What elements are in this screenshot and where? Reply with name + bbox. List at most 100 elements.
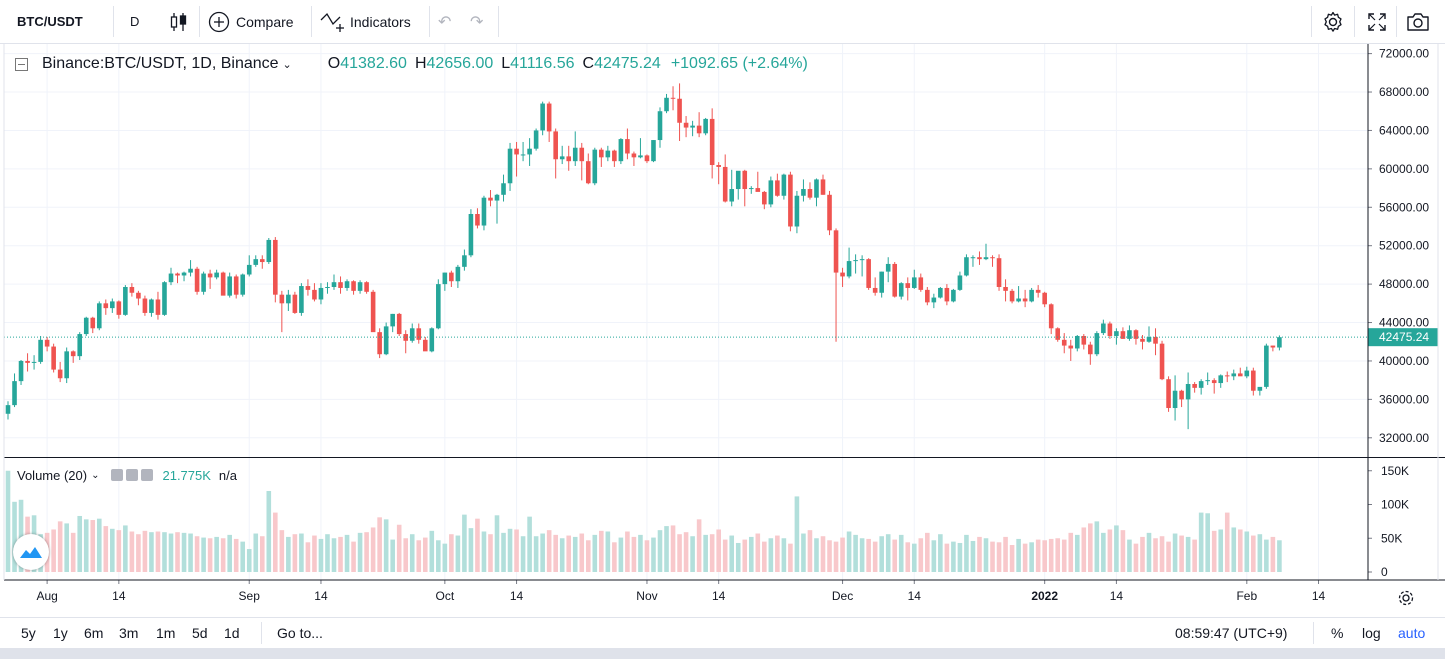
- candle-body: [677, 99, 682, 123]
- compare-button[interactable]: Compare: [208, 0, 294, 43]
- volume-bar: [6, 471, 11, 572]
- volume-bar: [201, 538, 206, 572]
- chevron-down-icon[interactable]: ⌄: [283, 58, 292, 71]
- candle-body: [619, 139, 624, 161]
- price-tick-label: 56000.00: [1379, 200, 1429, 214]
- settings-button[interactable]: [1320, 0, 1346, 43]
- candle-body: [351, 281, 356, 291]
- volume-bar: [364, 532, 369, 572]
- volume-bar: [997, 542, 1002, 572]
- candle-body: [227, 276, 232, 295]
- volume-bar: [625, 532, 630, 573]
- volume-bar: [475, 519, 480, 572]
- volume-ma-value: n/a: [219, 468, 237, 483]
- redo-button[interactable]: ↷: [470, 0, 483, 43]
- candle-body: [723, 167, 728, 202]
- volume-bar: [1082, 527, 1087, 572]
- volume-bar: [514, 529, 519, 572]
- candle-body: [325, 287, 330, 288]
- candle-body: [45, 340, 50, 347]
- candle-body: [1225, 375, 1230, 376]
- close-icon[interactable]: [141, 469, 153, 481]
- volume-bar: [1127, 540, 1132, 572]
- time-tick-label: 14: [314, 589, 328, 603]
- toolbar-divider: [498, 6, 499, 37]
- volume-bar: [821, 536, 826, 572]
- fullscreen-button[interactable]: [1364, 0, 1390, 43]
- legend-title[interactable]: Binance:BTC/USDT, 1D, Binance: [42, 55, 279, 73]
- chevron-down-icon[interactable]: ⌄: [91, 470, 99, 481]
- eye-icon[interactable]: [111, 469, 123, 481]
- candle-body: [899, 283, 904, 296]
- candle-body: [958, 275, 963, 289]
- chart-type-button[interactable]: [168, 0, 190, 43]
- gear-icon-hub: [1403, 595, 1409, 601]
- symbol-search-button[interactable]: BTC/USDT: [17, 0, 83, 43]
- candle-body: [879, 272, 884, 293]
- candle-body: [1173, 391, 1178, 408]
- volume-bar: [606, 532, 611, 573]
- range-1d-button[interactable]: 1d: [224, 625, 240, 641]
- tradingview-logo[interactable]: [13, 534, 49, 570]
- volume-bar: [945, 544, 950, 572]
- candle-body: [905, 283, 910, 288]
- range-5d-button[interactable]: 5d: [192, 625, 208, 641]
- volume-bar: [169, 534, 174, 572]
- candle-body: [1114, 331, 1119, 336]
- volume-bar: [1003, 537, 1008, 572]
- time-tick-label: 14: [1312, 589, 1326, 603]
- snapshot-button[interactable]: [1405, 0, 1431, 43]
- candle-body: [6, 405, 11, 414]
- volume-bar: [527, 517, 532, 572]
- volume-bar: [1075, 535, 1080, 572]
- clock-timezone-button[interactable]: 08:59:47 (UTC+9): [1175, 625, 1287, 641]
- range-3m-button[interactable]: 3m: [119, 625, 138, 641]
- candle-body: [188, 269, 193, 273]
- volume-bar: [104, 526, 109, 572]
- toolbar-divider: [199, 6, 200, 37]
- volume-bar: [762, 542, 767, 572]
- interval-button[interactable]: D: [130, 0, 139, 43]
- goto-button[interactable]: Go to...: [277, 625, 323, 641]
- candle-body: [136, 293, 141, 299]
- candle-body: [782, 175, 787, 196]
- volume-bar: [990, 542, 995, 572]
- indicators-icon: [320, 12, 344, 32]
- log-scale-button[interactable]: log: [1362, 625, 1381, 641]
- candle-body: [12, 381, 17, 405]
- collapse-legend-button[interactable]: [15, 58, 28, 71]
- candle-body: [553, 131, 558, 159]
- volume-bar: [182, 533, 187, 572]
- range-1m-button[interactable]: 1m: [156, 625, 175, 641]
- candle-body: [1095, 333, 1100, 354]
- indicators-button[interactable]: Indicators: [320, 0, 411, 43]
- undo-button[interactable]: ↶: [438, 0, 451, 43]
- auto-scale-button[interactable]: auto: [1398, 625, 1425, 641]
- candle-body: [756, 188, 761, 192]
- range-1y-button[interactable]: 1y: [53, 625, 68, 641]
- candle-body: [834, 230, 839, 272]
- price-chart[interactable]: 42475.24 32000.0036000.0040000.0044000.0…: [0, 44, 1445, 617]
- range-6m-button[interactable]: 6m: [84, 625, 103, 641]
- candle-body: [1238, 373, 1243, 376]
- percent-scale-button[interactable]: %: [1331, 625, 1343, 641]
- volume-bar: [619, 538, 624, 572]
- candle-body: [32, 362, 37, 363]
- gear-icon[interactable]: [126, 469, 138, 481]
- volume-bar: [612, 542, 617, 572]
- volume-label[interactable]: Volume (20): [17, 468, 87, 483]
- volume-bar: [462, 515, 467, 572]
- candle-body: [123, 287, 128, 315]
- time-tick-label: 14: [1110, 589, 1124, 603]
- volume-bar: [188, 534, 193, 572]
- volume-bar: [123, 525, 128, 572]
- candle-body: [1231, 373, 1236, 376]
- candle-body: [90, 318, 95, 329]
- volume-bar: [638, 535, 643, 572]
- range-5y-button[interactable]: 5y: [21, 625, 36, 641]
- price-tick-label: 48000.00: [1379, 277, 1429, 291]
- candle-body: [866, 259, 871, 288]
- time-tick-label: 2022: [1031, 589, 1058, 603]
- gear-icon-teeth: [1400, 592, 1413, 605]
- candle-body: [345, 281, 350, 288]
